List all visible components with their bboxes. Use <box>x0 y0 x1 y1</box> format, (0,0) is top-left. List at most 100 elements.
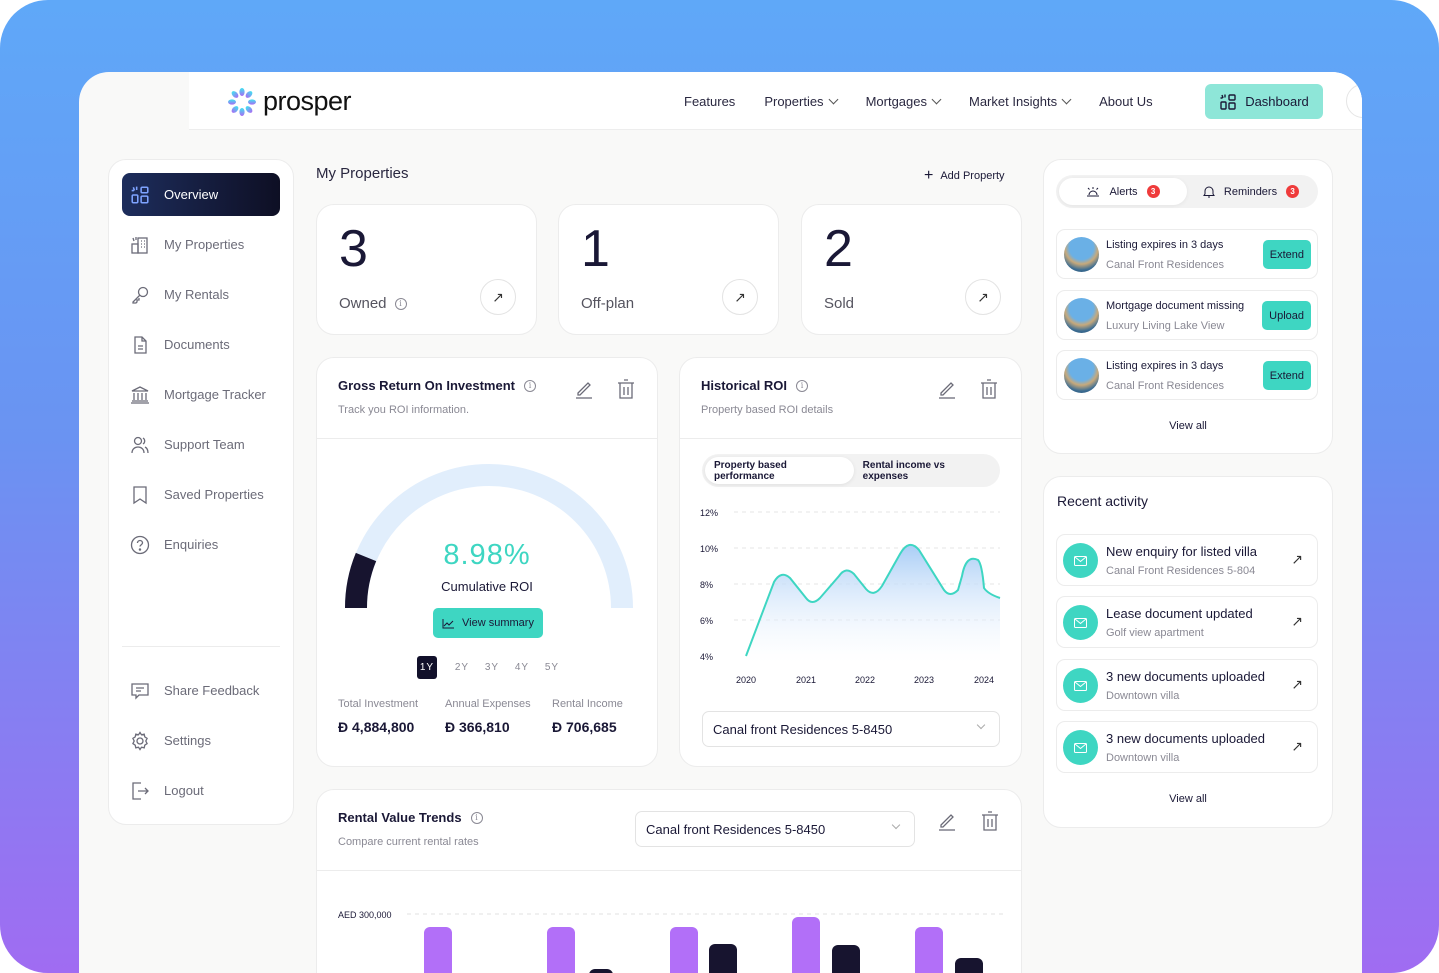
sidebar-item-my-properties[interactable]: My Properties <box>122 223 280 266</box>
edit-icon[interactable] <box>936 378 958 400</box>
arrow-up-right-icon: ↗ <box>1291 676 1303 692</box>
sidebar-item-settings[interactable]: Settings <box>122 719 280 762</box>
nav-market-insights[interactable]: Market Insights <box>968 93 1072 109</box>
stat-label: Sold <box>824 295 855 312</box>
nav-properties[interactable]: Properties <box>764 94 839 109</box>
sidebar-item-enquiries[interactable]: Enquiries <box>122 523 280 566</box>
tab-reminders[interactable]: Reminders 3 <box>1187 178 1315 205</box>
open-arrow-button[interactable]: ↗ <box>480 279 516 315</box>
nav-label: Market Insights <box>968 93 1058 109</box>
sidebar-item-saved-properties[interactable]: Saved Properties <box>122 473 280 516</box>
nav-label: About Us <box>1099 93 1153 109</box>
chevron-down-icon <box>976 720 986 730</box>
activity-title: 3 new documents uploaded <box>1106 669 1266 684</box>
trash-icon[interactable] <box>979 378 999 400</box>
sidebar-item-label: Saved Properties <box>164 487 264 502</box>
alert-item: Mortgage document missing Luxury Living … <box>1056 290 1318 340</box>
svg-text:8%: 8% <box>700 580 713 590</box>
open-arrow-button[interactable]: ↗ <box>722 279 758 315</box>
tab-rental-vs-expenses[interactable]: Rental income vs expenses <box>862 459 945 482</box>
period-5y[interactable]: 5Y <box>544 662 560 673</box>
sidebar-item-mortgage-tracker[interactable]: Mortgage Tracker <box>122 373 280 416</box>
tab-label: Reminders <box>1223 185 1278 198</box>
trash-icon[interactable] <box>616 378 636 400</box>
metric-amount: 4,884,800 <box>352 719 415 735</box>
period-selector: 1Y 2Y 3Y 4Y 5Y <box>417 656 567 679</box>
property-thumbnail <box>1064 298 1099 333</box>
logo[interactable]: prosper <box>225 86 352 117</box>
edit-icon[interactable] <box>573 378 595 400</box>
stat-label: Off-plan <box>581 295 635 312</box>
arrow-up-right-icon: ↗ <box>1291 738 1303 754</box>
activity-title: 3 new documents uploaded <box>1106 731 1266 746</box>
property-select[interactable]: Canal front Residences 5-8450 <box>702 711 1000 747</box>
nav-about-us[interactable]: About Us <box>1099 94 1152 109</box>
feedback-icon <box>130 681 150 701</box>
period-3y[interactable]: 3Y <box>484 662 500 673</box>
stat-card-owned[interactable]: 3 Owned i ↗ <box>316 204 537 335</box>
info-icon[interactable]: i <box>795 379 808 392</box>
view-all-activity-link[interactable]: View all <box>1169 793 1207 805</box>
mail-icon <box>1063 668 1098 703</box>
info-icon[interactable]: i <box>394 297 407 310</box>
activity-item[interactable]: 3 new documents uploaded Downtown villa … <box>1056 721 1318 773</box>
alert-subtitle: Luxury Living Lake View <box>1106 320 1225 332</box>
period-1y[interactable]: 1Y <box>417 656 437 679</box>
activity-subtitle: Canal Front Residences 5-804 <box>1106 565 1256 577</box>
sidebar-item-label: Share Feedback <box>164 683 260 698</box>
rental-trends-card: Rental Value Trends i Compare current ren… <box>316 789 1022 973</box>
section-title: My Properties <box>316 165 409 182</box>
nav-features[interactable]: Features <box>684 94 735 109</box>
sidebar-item-my-rentals[interactable]: My Rentals <box>122 273 280 316</box>
sidebar-item-logout[interactable]: Logout <box>122 769 280 812</box>
tab-property-performance[interactable]: Property based performance <box>705 457 854 484</box>
metric-annual-expenses: Annual Expenses Đ 366,810 <box>445 698 552 735</box>
upload-button[interactable]: Upload <box>1262 301 1311 330</box>
activity-item[interactable]: Lease document updated Golf view apartme… <box>1056 596 1318 648</box>
property-select[interactable]: Canal front Residences 5-8450 <box>635 811 915 847</box>
view-all-alerts-link[interactable]: View all <box>1169 420 1207 432</box>
dashboard-button[interactable]: Dashboard <box>1205 84 1323 119</box>
help-circle-icon <box>130 535 150 555</box>
tab-alerts[interactable]: Alerts 3 <box>1059 178 1187 205</box>
currency-symbol: Đ <box>552 719 563 735</box>
sidebar-item-share-feedback[interactable]: Share Feedback <box>122 669 280 712</box>
card-title-text: Rental Value Trends <box>338 810 462 825</box>
trash-icon[interactable] <box>980 810 1000 832</box>
notification-button[interactable] <box>1346 84 1362 118</box>
currency-symbol: Đ <box>445 719 456 735</box>
stat-value: 3 <box>339 220 368 278</box>
sidebar-item-support-team[interactable]: Support Team <box>122 423 280 466</box>
period-4y[interactable]: 4Y <box>514 662 530 673</box>
arrow-up-right-icon: ↗ <box>492 288 504 305</box>
card-title-text: Historical ROI <box>701 378 787 393</box>
roi-value: 8.98% <box>443 539 531 571</box>
metric-amount: 366,810 <box>459 719 510 735</box>
view-summary-button[interactable]: View summary <box>433 608 543 638</box>
info-icon[interactable]: i <box>523 379 536 392</box>
period-2y[interactable]: 2Y <box>454 662 470 673</box>
nav-mortgages[interactable]: Mortgages <box>865 93 942 109</box>
card-divider <box>317 870 1021 871</box>
logout-icon <box>130 781 150 801</box>
info-icon[interactable]: i <box>470 811 483 824</box>
edit-icon[interactable] <box>936 810 958 832</box>
extend-button[interactable]: Extend <box>1262 240 1311 269</box>
stat-card-off-plan[interactable]: 1 Off-plan ↗ <box>558 204 779 335</box>
sidebar-item-overview[interactable]: Overview <box>122 173 280 216</box>
svg-text:2024: 2024 <box>974 675 994 685</box>
extend-button[interactable]: Extend <box>1262 361 1311 390</box>
add-property-button[interactable]: + Add Property <box>924 167 1005 185</box>
add-property-label: Add Property <box>940 170 1005 182</box>
metric-label: Total Investment <box>338 698 419 710</box>
property-thumbnail <box>1064 237 1099 272</box>
activity-item[interactable]: 3 new documents uploaded Downtown villa … <box>1056 659 1318 711</box>
nav-label: Mortgages <box>865 93 927 109</box>
stat-card-sold[interactable]: 2 Sold ↗ <box>801 204 1022 335</box>
alert-item: Listing expires in 3 days Canal Front Re… <box>1056 229 1318 279</box>
activity-item[interactable]: New enquiry for listed villa Canal Front… <box>1056 534 1318 586</box>
chevron-down-icon <box>891 820 901 830</box>
sidebar-item-documents[interactable]: Documents <box>122 323 280 366</box>
alert-item: Listing expires in 3 days Canal Front Re… <box>1056 350 1318 400</box>
open-arrow-button[interactable]: ↗ <box>965 279 1001 315</box>
